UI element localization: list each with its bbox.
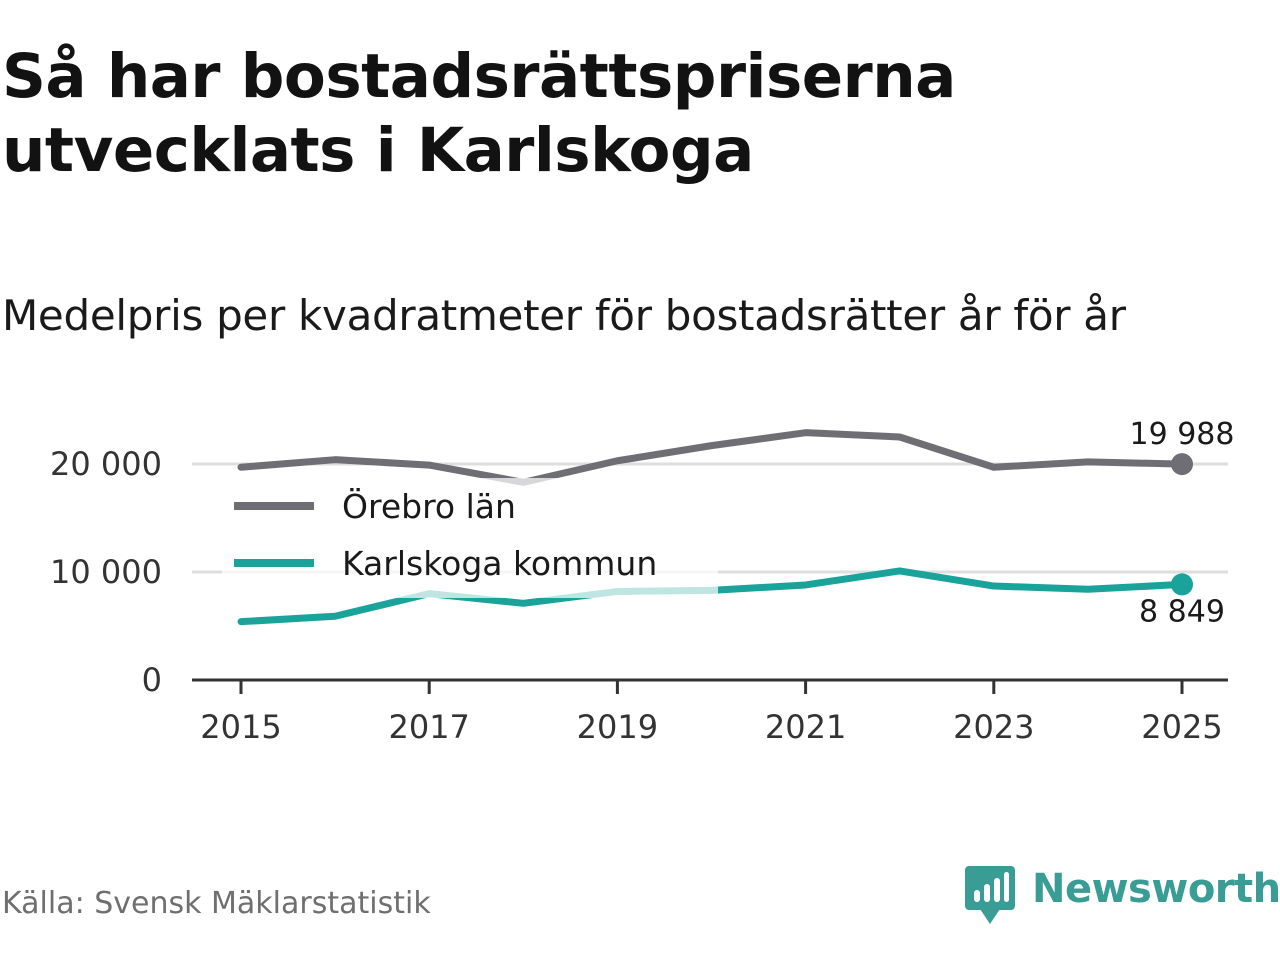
y-tick-label: 10 000 [50, 553, 162, 591]
x-tick-label: 2017 [388, 708, 469, 746]
legend-background [222, 478, 718, 598]
legend-label: Karlskoga kommun [342, 544, 657, 583]
y-tick-label: 0 [142, 661, 162, 699]
x-tick-label: 2015 [200, 708, 281, 746]
series-line-0 [237, 429, 1186, 486]
x-tick-label: 2023 [953, 708, 1034, 746]
x-tick-label: 2025 [1141, 708, 1222, 746]
line-chart: 0 10 000 20 000 2015 2017 2019 2021 2023 2025 Ö… [50, 417, 1235, 746]
newsworthy-logo-icon [965, 866, 1015, 924]
end-value-label: 8 849 [1139, 594, 1225, 629]
end-value-label: 19 988 [1130, 417, 1235, 452]
source-note: Källa: Svensk Mäklarstatistik [2, 886, 431, 921]
end-point [1171, 573, 1193, 596]
legend-label: Örebro län [342, 486, 516, 526]
chart-subtitle: Medelpris per kvadratmeter för bostadsrä… [2, 291, 1126, 340]
end-point [1171, 453, 1193, 476]
chart-title: Så har bostadsrättspriserna utvecklats i… [2, 41, 956, 186]
x-tick-label: 2021 [765, 708, 846, 746]
x-tick-label: 2019 [577, 708, 658, 746]
y-tick-label: 20 000 [50, 445, 162, 483]
end-points: 19 988 8 849 [1130, 417, 1235, 629]
legend: Örebro län Karlskoga kommun [222, 478, 718, 598]
brand-name: Newsworthy [1032, 866, 1280, 912]
x-axis: 2015 2017 2019 2021 2023 2025 [192, 678, 1228, 746]
y-axis: 0 10 000 20 000 [50, 445, 162, 699]
